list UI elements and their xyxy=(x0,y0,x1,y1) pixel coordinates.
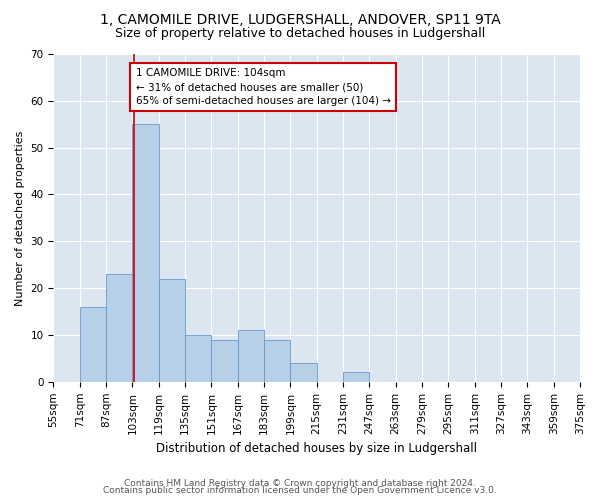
Bar xyxy=(264,340,290,382)
Bar xyxy=(211,340,238,382)
Text: 1, CAMOMILE DRIVE, LUDGERSHALL, ANDOVER, SP11 9TA: 1, CAMOMILE DRIVE, LUDGERSHALL, ANDOVER,… xyxy=(100,12,500,26)
Bar xyxy=(106,274,133,382)
Text: Size of property relative to detached houses in Ludgershall: Size of property relative to detached ho… xyxy=(115,28,485,40)
Bar xyxy=(343,372,370,382)
Bar xyxy=(80,307,106,382)
Bar xyxy=(185,335,211,382)
Y-axis label: Number of detached properties: Number of detached properties xyxy=(15,130,25,306)
Text: Contains HM Land Registry data © Crown copyright and database right 2024.: Contains HM Land Registry data © Crown c… xyxy=(124,478,476,488)
X-axis label: Distribution of detached houses by size in Ludgershall: Distribution of detached houses by size … xyxy=(156,442,477,455)
Text: 1 CAMOMILE DRIVE: 104sqm
← 31% of detached houses are smaller (50)
65% of semi-d: 1 CAMOMILE DRIVE: 104sqm ← 31% of detach… xyxy=(136,68,391,106)
Text: Contains public sector information licensed under the Open Government Licence v3: Contains public sector information licen… xyxy=(103,486,497,495)
Bar xyxy=(238,330,264,382)
Bar xyxy=(133,124,159,382)
Bar xyxy=(159,279,185,382)
Bar xyxy=(290,363,317,382)
